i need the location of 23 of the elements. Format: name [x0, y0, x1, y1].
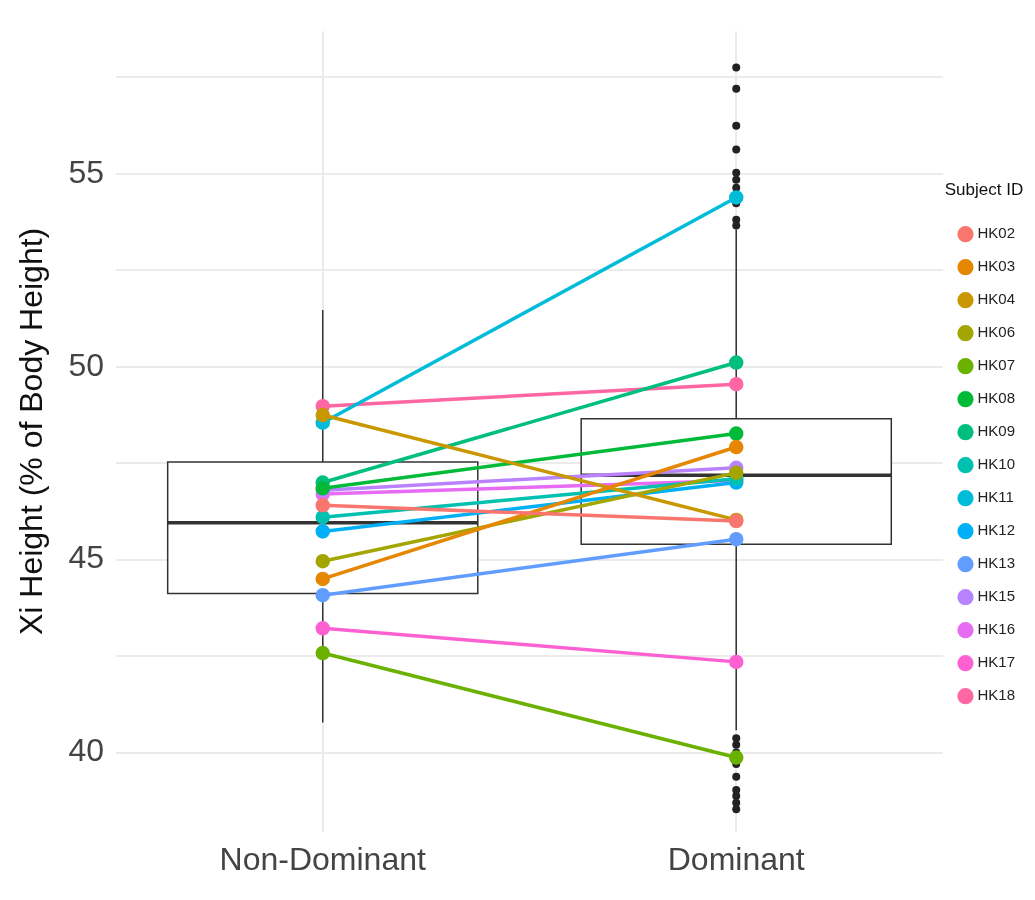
- legend-label: HK13: [977, 554, 1016, 572]
- y-tick-label: 45: [68, 539, 104, 576]
- y-tick-label: 40: [68, 732, 104, 769]
- y-tick-label: 50: [68, 346, 104, 383]
- legend-label: HK16: [977, 620, 1016, 638]
- y-tick-label: 55: [68, 153, 104, 190]
- legend-label: HK11: [977, 488, 1014, 506]
- legend-label: HK02: [977, 224, 1016, 242]
- x-tick-label: Non-Dominant: [219, 840, 427, 877]
- legend-label: HK04: [977, 290, 1016, 308]
- legend-label: HK10: [977, 455, 1016, 473]
- legend-label: HK15: [977, 587, 1016, 605]
- legend-label: HK03: [977, 257, 1016, 275]
- legend-label: HK12: [977, 521, 1016, 539]
- legend-title: Subject ID: [944, 180, 1024, 200]
- legend-label: HK18: [977, 686, 1016, 704]
- legend-label: HK17: [977, 653, 1016, 671]
- x-tick-label: Dominant: [667, 840, 805, 877]
- legend-label: HK09: [977, 422, 1016, 440]
- legend-label: HK08: [977, 389, 1016, 407]
- legend-label: HK07: [977, 356, 1016, 374]
- y-axis-title: Xi Height (% of Body Height): [13, 227, 50, 636]
- legend-label: HK06: [977, 323, 1016, 341]
